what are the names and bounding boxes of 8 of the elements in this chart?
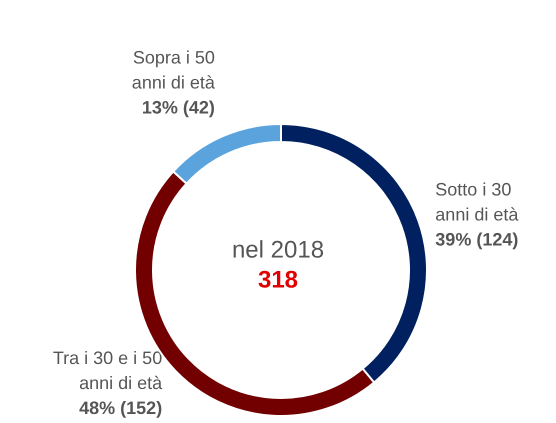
data-label: 39% (124) [435, 229, 518, 250]
slice-label: Sotto i 30 anni di età [435, 179, 520, 224]
slice-label: Tra i 30 e i 50 anni di età [52, 348, 164, 394]
slice-label: Sopra i 50 anni di età [132, 47, 216, 92]
data-label: 13% (42) [142, 97, 215, 118]
text: nel 2018 [232, 236, 324, 264]
data-label: 48% (152) [79, 398, 162, 418]
text: 318 [258, 266, 298, 294]
